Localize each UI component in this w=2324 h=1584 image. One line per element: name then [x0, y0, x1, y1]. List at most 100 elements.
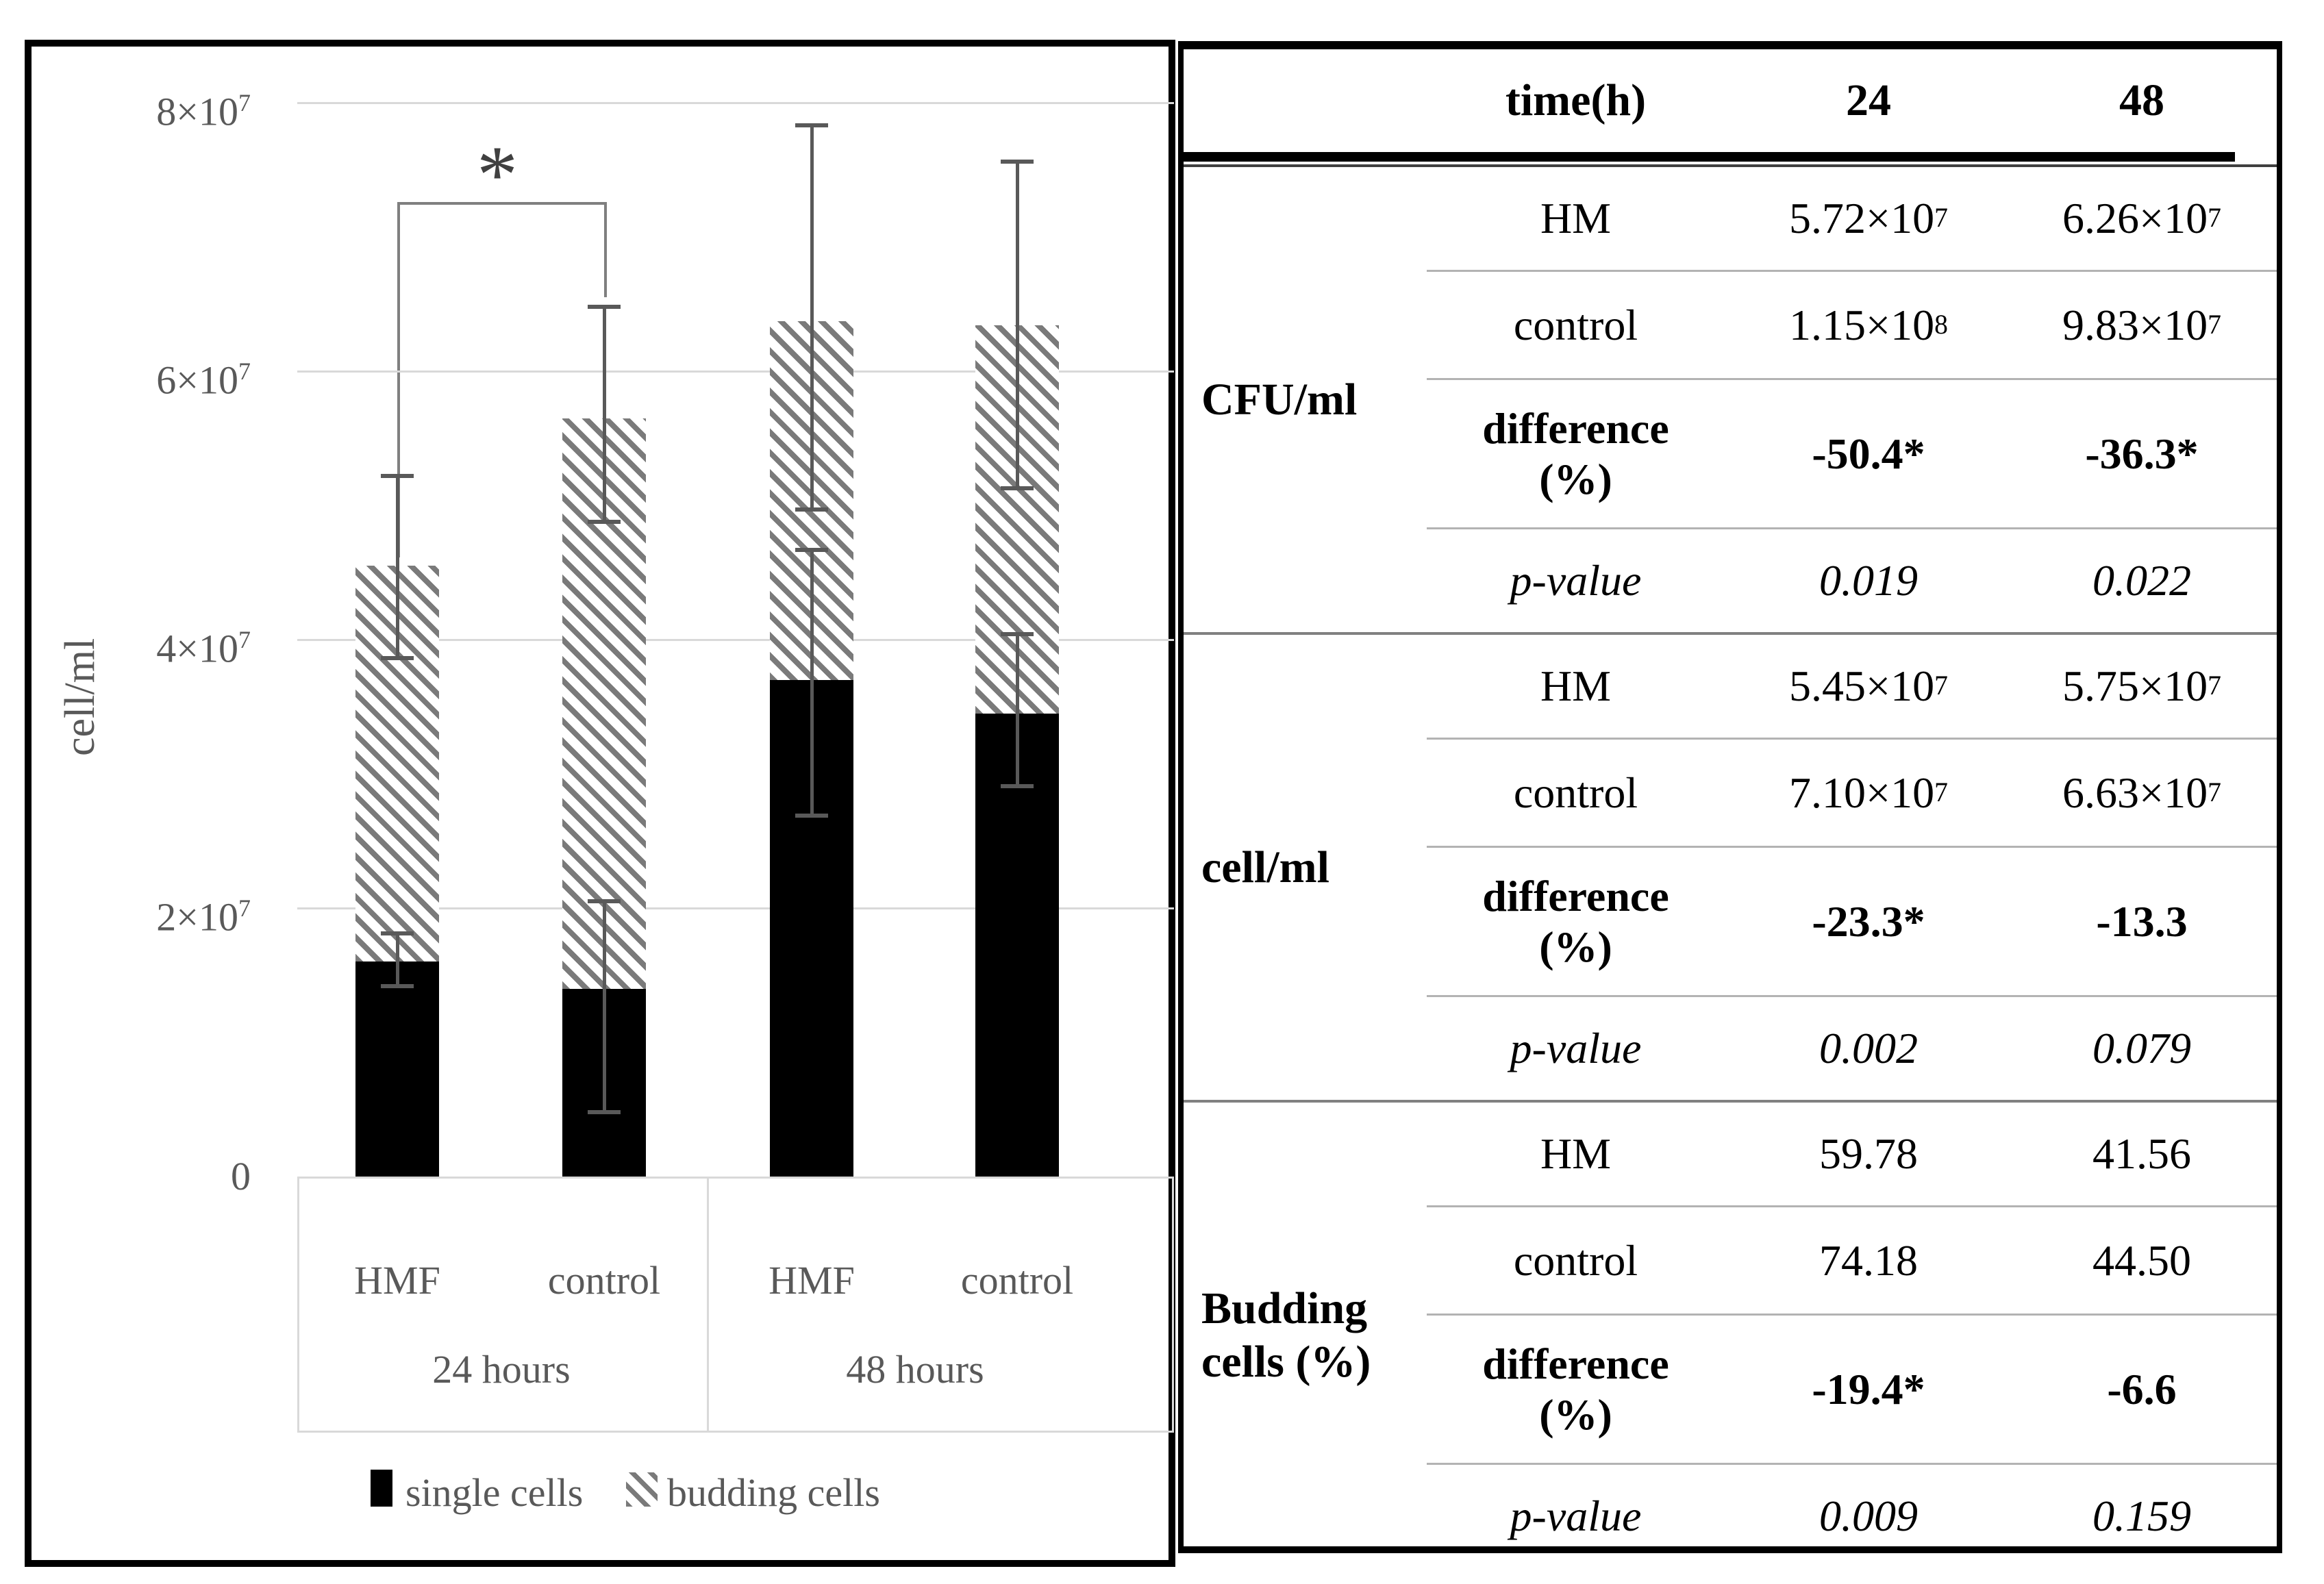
table-group-label: Budding cells (%) — [1201, 1283, 1371, 1387]
row-label: HM — [1540, 662, 1612, 711]
legend-budding-cells-label: budding cells — [667, 1470, 880, 1515]
table-row-difference-: difference (%) -23.3* -13.3 — [1427, 846, 2277, 995]
error-bar-total-3 — [810, 125, 814, 510]
y-tick-label: 0 — [231, 1154, 251, 1198]
table-group-label: CFU/ml — [1201, 374, 1358, 425]
table-body: CFU/ml HM 5.72×10 7 6.26×10 7 control 1.15×10 8 9… — [1184, 167, 2277, 1568]
error-bar-single-4 — [1016, 634, 1019, 786]
error-bar-single-1 — [396, 933, 399, 986]
gridline-2e7 — [297, 907, 1174, 909]
error-bar-total-2-top-cap — [588, 304, 621, 309]
x-axis-group-separator — [707, 1177, 709, 1433]
gridline-6e7 — [297, 370, 1174, 373]
x-group-label-24h: 24 hours — [432, 1347, 571, 1392]
error-bar-total-1 — [396, 475, 399, 659]
table-row-control: control 7.10×10 7 6.63×10 7 — [1427, 738, 2277, 846]
x-label-control-24: control — [547, 1258, 661, 1303]
error-bar-total-4-bottom-cap — [1001, 486, 1034, 490]
value-48h: 6.26×10 7 — [2062, 194, 2221, 243]
table-header-48: 48 — [2119, 75, 2164, 125]
table-row-p-value: p-value 0.002 0.079 — [1427, 995, 2277, 1100]
y-tick-label: 6×107 — [156, 357, 251, 403]
significance-bracket-left-leg — [397, 202, 400, 557]
value-48h: 41.56 — [2092, 1129, 2191, 1179]
y-tick-label: 4×107 — [156, 626, 251, 671]
value-48h: 0.022 — [2092, 556, 2191, 605]
value-48h: 0.079 — [2092, 1024, 2191, 1073]
error-bar-total-4-top-cap — [1001, 160, 1034, 164]
legend-single-cells-label: single cells — [405, 1470, 584, 1515]
chart-panel: cell/ml * HMF control HMF control 24 hou… — [25, 40, 1175, 1567]
row-label: control — [1513, 300, 1638, 349]
bar-single-4 — [975, 713, 1059, 1177]
header-rule-thick — [1184, 152, 2235, 162]
y-tick-label: 8×107 — [156, 89, 251, 134]
value-24h: 59.78 — [1819, 1129, 1918, 1179]
error-bar-single-1-bottom-cap — [381, 983, 414, 988]
error-bar-single-3 — [810, 549, 814, 816]
table-row-hm: HM 59.78 41.56 — [1427, 1103, 2277, 1205]
value-48h: 44.50 — [2092, 1235, 2191, 1285]
error-bar-total-3-top-cap — [795, 123, 828, 128]
y-axis-title: cell/ml — [57, 638, 103, 757]
error-bar-total-4 — [1016, 162, 1019, 488]
table-header-time: time(h) — [1505, 75, 1647, 125]
error-bar-single-4-bottom-cap — [1001, 783, 1034, 788]
error-bar-single-4-top-cap — [1001, 632, 1034, 637]
table-row-hm: HM 5.72×10 7 6.26×10 7 — [1427, 167, 2277, 270]
table-group-3: Budding cells (%) HM 59.78 41.56 control 74.1… — [1184, 1100, 2277, 1568]
error-bar-total-2-bottom-cap — [588, 519, 621, 524]
table-row-difference-: difference (%) -50.4* -36.3* — [1427, 378, 2277, 527]
value-24h: 7.10×10 7 — [1789, 768, 1948, 817]
error-bar-total-3-bottom-cap — [795, 507, 828, 512]
error-bar-single-2 — [603, 901, 606, 1112]
gridline-4e7 — [297, 639, 1174, 641]
value-24h: 0.009 — [1819, 1492, 1918, 1541]
table-row-difference-: difference (%) -19.4* -6.6 — [1427, 1313, 2277, 1463]
x-label-hmf-48: HMF — [769, 1258, 855, 1303]
row-label: difference (%) — [1482, 1339, 1669, 1439]
table-row-control: control 1.15×10 8 9.83×10 7 — [1427, 270, 2277, 378]
value-24h: -23.3* — [1812, 896, 1925, 946]
table-row-p-value: p-value 0.009 0.159 — [1427, 1463, 2277, 1568]
legend-budding-cells-icon — [626, 1472, 658, 1507]
value-24h: -50.4* — [1812, 429, 1925, 478]
error-bar-single-1-top-cap — [381, 931, 414, 936]
value-48h: -6.6 — [2107, 1364, 2177, 1413]
value-24h: -19.4* — [1812, 1364, 1925, 1413]
table-group-1: CFU/ml HM 5.72×10 7 6.26×10 7 control 1.15×10 8 9… — [1184, 167, 2277, 632]
row-label: HM — [1540, 194, 1612, 243]
x-label-hmf-24: HMF — [354, 1258, 440, 1303]
value-24h: 1.15×10 8 — [1789, 300, 1948, 349]
value-48h: -13.3 — [2096, 896, 2188, 946]
error-bar-total-2 — [603, 306, 606, 522]
x-label-control-48: control — [960, 1258, 1074, 1303]
row-label: p-value — [1510, 556, 1642, 605]
error-bar-single-2-top-cap — [588, 899, 621, 904]
value-48h: -36.3* — [2085, 429, 2199, 478]
table-group-2: cell/ml HM 5.45×10 7 5.75×10 7 control 7.10×10 7… — [1184, 632, 2277, 1100]
table-row-p-value: p-value 0.019 0.022 — [1427, 527, 2277, 632]
row-label: HM — [1540, 1129, 1612, 1179]
significance-bracket-horizontal — [397, 202, 607, 205]
error-bar-single-2-bottom-cap — [588, 1109, 621, 1114]
table-row-hm: HM 5.45×10 7 5.75×10 7 — [1427, 635, 2277, 738]
row-label: difference (%) — [1482, 871, 1669, 971]
legend-single-cells-icon — [371, 1470, 392, 1507]
value-24h: 5.72×10 7 — [1789, 194, 1948, 243]
error-bar-total-1-top-cap — [381, 473, 414, 478]
value-48h: 0.159 — [2092, 1492, 2191, 1541]
x-group-label-48h: 48 hours — [846, 1347, 984, 1392]
gridline-8e7 — [297, 102, 1174, 104]
stacked-bar-chart: cell/ml * HMF control HMF control 24 hou… — [32, 47, 1174, 1560]
table-row-control: control 74.18 44.50 — [1427, 1205, 2277, 1313]
error-bar-single-3-bottom-cap — [795, 813, 828, 818]
row-label: p-value — [1510, 1492, 1642, 1541]
table-header-row: time(h) 24 48 — [1184, 49, 2277, 152]
table-group-label: cell/ml — [1201, 842, 1329, 892]
row-label: control — [1513, 768, 1638, 817]
table-header-24: 24 — [1846, 75, 1891, 125]
row-label: difference (%) — [1482, 403, 1669, 503]
y-tick-label: 2×107 — [156, 894, 251, 940]
